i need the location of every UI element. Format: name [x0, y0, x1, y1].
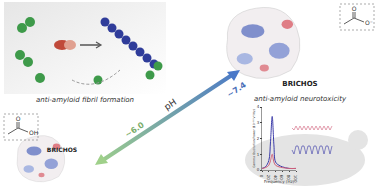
svg-text:Gamma Oscillation Power (10⁻¹⁰: Gamma Oscillation Power (10⁻¹⁰ V²/Hz) — [252, 109, 256, 168]
svg-text:BRICHOS: BRICHOS — [282, 80, 317, 88]
svg-text:O⁻: O⁻ — [365, 19, 373, 26]
svg-text:20: 20 — [266, 175, 271, 181]
svg-text:0: 0 — [257, 167, 260, 172]
svg-text:2: 2 — [257, 136, 260, 141]
svg-text:O: O — [16, 115, 21, 122]
svg-text:80: 80 — [286, 175, 291, 181]
svg-text:40: 40 — [273, 175, 278, 181]
svg-text:3: 3 — [257, 120, 260, 125]
svg-text:pH: pH — [162, 97, 178, 112]
svg-text:Frequency (Hz): Frequency (Hz) — [264, 179, 295, 184]
svg-text:100: 100 — [293, 175, 298, 183]
svg-text:anti-amyloid fibril formation: anti-amyloid fibril formation — [36, 96, 134, 104]
svg-text:O: O — [352, 5, 357, 12]
svg-text:anti-amyloid neurotoxicity: anti-amyloid neurotoxicity — [254, 95, 347, 103]
svg-text:~7.4: ~7.4 — [225, 80, 248, 99]
svg-text:60: 60 — [279, 175, 284, 181]
svg-text:0: 0 — [259, 175, 264, 178]
svg-text:1: 1 — [257, 152, 260, 157]
svg-text:OH: OH — [29, 129, 38, 136]
svg-text:4: 4 — [257, 104, 260, 109]
svg-text:BRICHOS: BRICHOS — [47, 146, 77, 153]
svg-text:~6.0: ~6.0 — [123, 120, 146, 139]
